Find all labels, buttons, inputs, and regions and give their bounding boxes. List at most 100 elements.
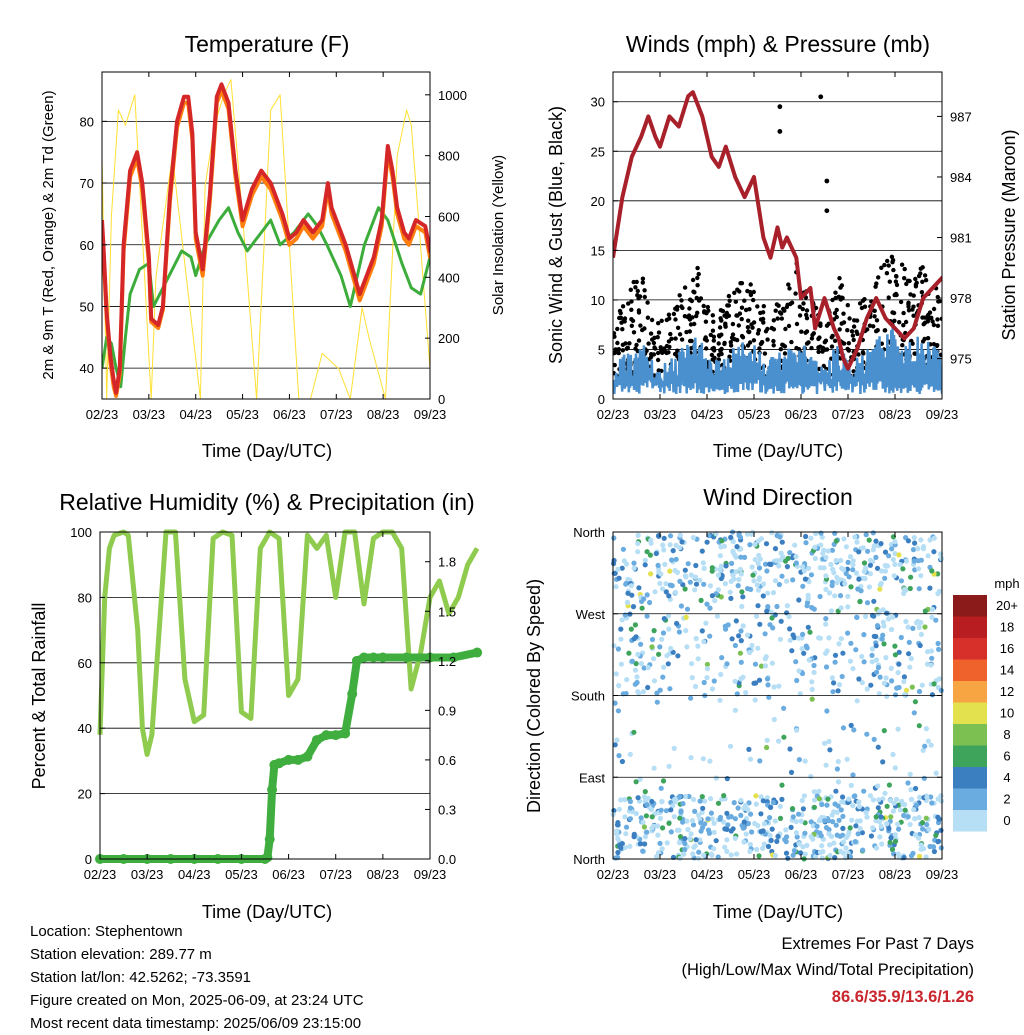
direction-point — [871, 736, 877, 743]
direction-point — [840, 832, 846, 838]
gust-point — [892, 318, 897, 323]
direction-point — [701, 679, 707, 686]
direction-point — [644, 592, 650, 598]
gust-point — [865, 327, 870, 332]
gust-point — [636, 308, 642, 313]
gust-point — [824, 208, 830, 214]
direction-point — [663, 581, 669, 587]
gust-point — [629, 307, 634, 312]
direction-point — [803, 540, 809, 546]
direction-point — [827, 842, 833, 848]
direction-point — [754, 846, 760, 853]
gust-point — [840, 295, 845, 301]
gust-point — [737, 311, 743, 316]
direction-point — [661, 664, 667, 670]
direction-point — [882, 790, 888, 796]
direction-point — [862, 575, 868, 582]
gust-point — [703, 319, 709, 324]
direction-point — [749, 564, 755, 570]
direction-point — [925, 553, 931, 559]
direction-point — [613, 855, 619, 861]
gust-point — [743, 307, 749, 313]
direction-point — [884, 563, 891, 569]
direction-point — [794, 727, 800, 733]
precipitation-point — [340, 728, 351, 739]
location-text: Location: Stephentown — [30, 923, 183, 940]
gust-point — [771, 338, 776, 344]
direction-point — [768, 837, 774, 844]
x-tick-label: 07/23 — [320, 407, 353, 422]
direction-point — [672, 589, 679, 595]
direction-point — [778, 557, 784, 563]
direction-point — [928, 648, 935, 654]
gust-point — [648, 331, 654, 336]
direction-point — [888, 814, 894, 820]
gust-point — [730, 321, 736, 327]
direction-point — [797, 691, 803, 697]
direction-point — [912, 699, 919, 705]
direction-point — [829, 582, 835, 589]
gust-point — [668, 331, 673, 337]
gust-point — [765, 337, 770, 342]
gust-point — [613, 362, 617, 368]
direction-point — [745, 632, 751, 638]
direction-point — [868, 833, 875, 839]
temperature-plot-frame — [101, 71, 431, 400]
direction-point — [817, 816, 823, 822]
direction-point — [623, 581, 629, 587]
gust-point — [631, 330, 637, 335]
y2-tick-label: 1.5 — [438, 604, 456, 619]
direction-point — [859, 653, 865, 660]
direction-point — [612, 700, 618, 706]
direction-point — [864, 686, 870, 692]
x-tick-label: 08/23 — [367, 867, 400, 882]
gust-point — [911, 313, 916, 318]
direction-point — [787, 550, 793, 556]
direction-point — [892, 838, 899, 845]
gust-point — [875, 328, 880, 333]
direction-point — [777, 803, 783, 810]
direction-point — [877, 819, 883, 825]
gust-point — [931, 322, 937, 328]
latlon-text: Station lat/lon: 42.5262; -73.3591 — [30, 969, 252, 986]
direction-point — [809, 679, 815, 685]
direction-point — [641, 596, 647, 602]
direction-point — [817, 635, 823, 641]
direction-point — [666, 593, 672, 599]
gust-point — [758, 310, 763, 316]
direction-point — [657, 815, 664, 822]
direction-point — [798, 818, 804, 824]
direction-point — [672, 799, 679, 805]
gust-point — [794, 321, 800, 327]
y-tick-label: 40 — [78, 721, 92, 736]
direction-point — [801, 650, 807, 656]
direction-point — [938, 687, 944, 694]
direction-point — [673, 556, 679, 562]
direction-point — [660, 630, 667, 636]
direction-point — [701, 581, 707, 587]
x-tick-label: 03/23 — [644, 867, 677, 882]
direction-point — [689, 818, 696, 824]
gust-point — [908, 292, 913, 297]
direction-point — [854, 539, 860, 545]
x-tick-label: 03/23 — [131, 867, 164, 882]
gust-point — [748, 282, 753, 287]
direction-point — [812, 797, 818, 803]
direction-point — [847, 825, 853, 831]
gust-point — [832, 338, 838, 343]
direction-point — [800, 806, 807, 812]
gust-point — [849, 329, 855, 334]
direction-point — [846, 796, 852, 802]
gust-point — [686, 313, 692, 318]
direction-point — [924, 794, 930, 800]
x-tick-label: 06/23 — [272, 867, 305, 882]
gust-point — [718, 316, 723, 321]
direction-point — [683, 614, 689, 621]
direction-point — [856, 799, 862, 805]
direction-point — [808, 572, 815, 578]
direction-point — [704, 675, 710, 681]
direction-point — [679, 539, 685, 545]
direction-point — [892, 561, 898, 568]
precipitation-point — [321, 730, 332, 741]
gust-point — [891, 310, 897, 316]
